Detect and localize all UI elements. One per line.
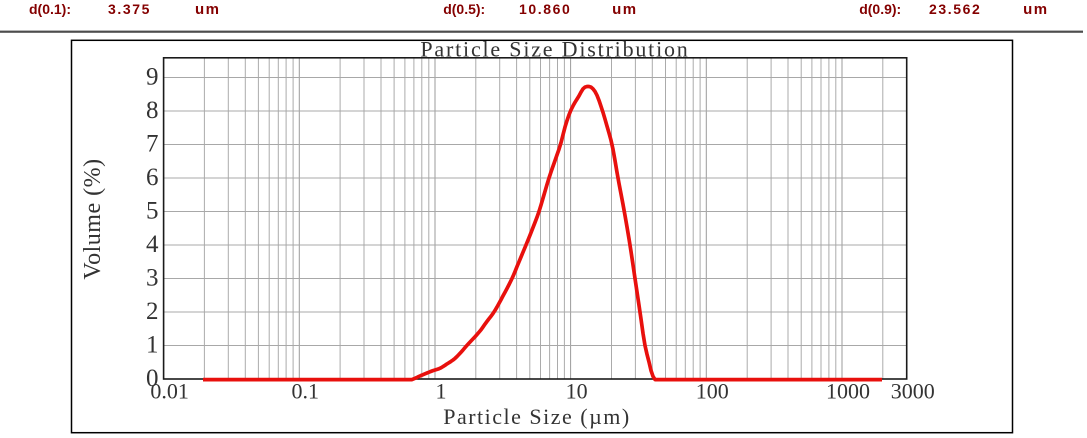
svg-text:0.01: 0.01 — [150, 379, 189, 404]
svg-text:um: um — [195, 1, 221, 18]
svg-text:Particle Size Distribution: Particle Size Distribution — [420, 37, 689, 62]
svg-text:1: 1 — [436, 379, 447, 404]
svg-text:2: 2 — [146, 298, 159, 325]
svg-text:um: um — [612, 1, 638, 18]
svg-text:3000: 3000 — [891, 379, 935, 404]
svg-text:4: 4 — [146, 231, 159, 258]
svg-text:7: 7 — [146, 131, 159, 158]
svg-text:d(0.5):: d(0.5): — [443, 1, 485, 17]
svg-text:Volume (%): Volume (%) — [80, 158, 106, 279]
svg-text:d(0.9):: d(0.9): — [859, 1, 901, 17]
svg-text:9: 9 — [146, 64, 159, 91]
svg-text:23.562: 23.562 — [929, 1, 981, 17]
svg-text:100: 100 — [696, 379, 729, 404]
svg-text:10.860: 10.860 — [519, 1, 571, 17]
svg-text:um: um — [1023, 1, 1049, 18]
svg-text:0: 0 — [146, 365, 159, 392]
svg-text:6: 6 — [146, 164, 159, 191]
svg-text:5: 5 — [146, 198, 159, 225]
svg-text:1: 1 — [146, 332, 159, 359]
svg-text:10: 10 — [566, 379, 588, 404]
svg-text:1000: 1000 — [826, 379, 870, 404]
svg-text:3.375: 3.375 — [108, 1, 151, 17]
svg-text:d(0.1):: d(0.1): — [29, 1, 71, 17]
svg-text:8: 8 — [146, 97, 159, 124]
svg-text:Particle Size (µm): Particle Size (µm) — [443, 404, 631, 429]
svg-text:0.1: 0.1 — [292, 379, 320, 404]
svg-text:3: 3 — [146, 265, 159, 292]
